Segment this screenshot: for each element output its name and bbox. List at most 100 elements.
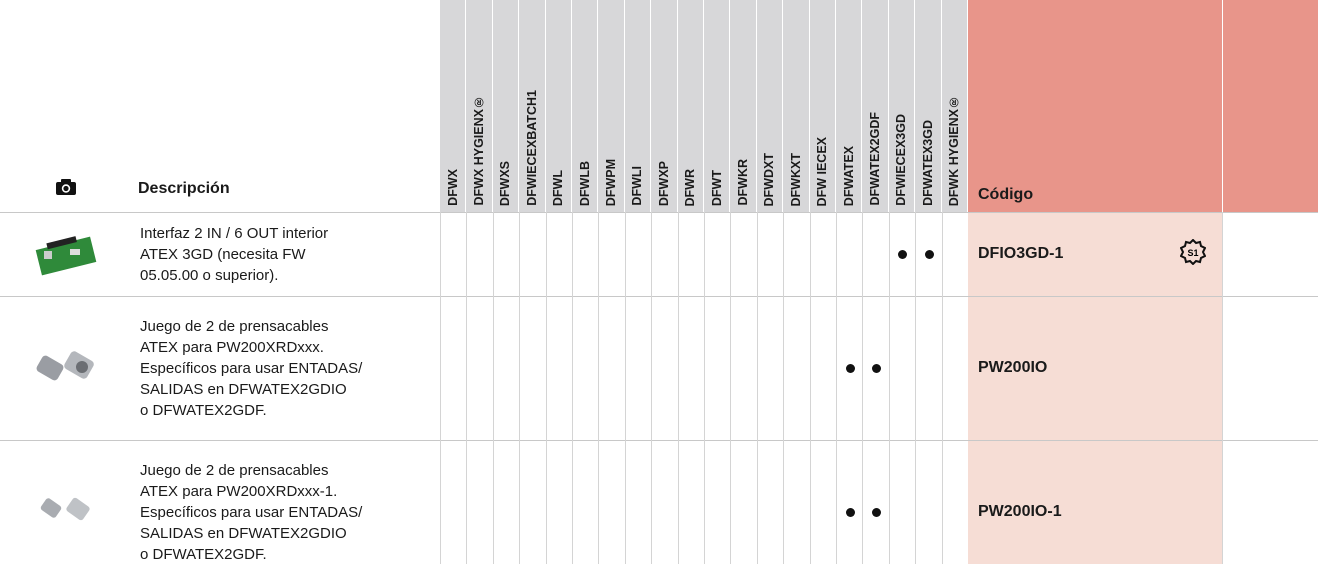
mark-cell: [572, 296, 598, 440]
row-border: [0, 440, 1318, 441]
mark-cell: [624, 440, 651, 564]
code-header-bg: [968, 0, 1222, 212]
description: Juego de 2 de prensacables ATEX para PW20…: [128, 440, 440, 564]
description-line: o DFWATEX2GDF.: [140, 401, 267, 419]
mark-cell: [651, 440, 677, 564]
row-border: [0, 296, 1318, 297]
code-bg: [968, 297, 1222, 440]
mark-cell: [440, 296, 466, 440]
extra-cell: [1222, 440, 1318, 564]
model-label: DFWKR: [736, 159, 751, 206]
model-label: DFWK HYGIENX®: [947, 94, 962, 206]
extra-cell: [1222, 212, 1318, 296]
model-header: DFWXP: [651, 0, 678, 212]
mark-cell: [941, 296, 968, 440]
description: Interfaz 2 IN / 6 OUT interior ATEX 3GD (…: [128, 212, 440, 296]
mark-cell: [756, 440, 783, 564]
extra-header-bg: [1222, 0, 1318, 212]
code-bg: [968, 441, 1222, 564]
compat-dot: [872, 363, 882, 373]
description-line: o DFWATEX2GDF.: [140, 545, 267, 563]
model-label: DFWX: [445, 169, 460, 206]
mark-cell: [730, 440, 756, 564]
mark-cell: [545, 440, 572, 564]
description-line: Específicos para usar ENTADAS/: [140, 503, 363, 521]
mark-cell: [704, 296, 730, 440]
mark-cell: [440, 212, 466, 296]
description-line: SALIDAS en DFWATEX2GDIO: [140, 380, 347, 398]
mark-cell: [651, 296, 677, 440]
model-header: DFWKXT: [783, 0, 810, 212]
model-header: DFWXS: [492, 0, 520, 212]
model-label: DFW IECEX: [815, 136, 830, 206]
description: Juego de 2 de prensacables ATEX para PW20…: [128, 296, 440, 440]
mark-cell: [730, 296, 756, 440]
model-header: DFWX HYGIENX®: [466, 0, 493, 212]
model-header: DFWATEX2GDF: [862, 0, 889, 212]
mark-cell: [466, 296, 492, 440]
description-line: SALIDAS en DFWATEX2GDIO: [140, 524, 347, 542]
model-label: DFWDXT: [762, 152, 777, 206]
description-line: Juego de 2 de prensacables: [140, 461, 329, 479]
mark-cell: [756, 212, 783, 296]
model-header: DFWX: [440, 0, 467, 212]
extra-cell: [1222, 296, 1318, 440]
model-label: DFWXS: [498, 160, 513, 206]
mark-cell: [809, 440, 836, 564]
camera-icon: [56, 179, 76, 195]
mark-cell: [651, 212, 677, 296]
product-image: [35, 236, 97, 276]
mark-cell: [783, 296, 809, 440]
description-line: ATEX para PW200XRDxxx.: [140, 338, 324, 356]
mark-cell: [545, 212, 572, 296]
product-image: [36, 351, 94, 381]
model-label: DFWR: [683, 168, 698, 207]
code: PW200IO-1: [978, 503, 1062, 520]
model-header: DFWKR: [730, 0, 757, 212]
mark-cell: [836, 212, 862, 296]
code-bg: [968, 213, 1222, 296]
description-line: Interfaz 2 IN / 6 OUT interior: [140, 224, 329, 242]
mark-cell: [492, 440, 519, 564]
mark-cell: [862, 212, 888, 296]
compat-dot: [898, 249, 908, 259]
mark-cell: [519, 296, 545, 440]
model-label: DFWLB: [577, 160, 592, 206]
compat-dot: [845, 507, 855, 517]
mark-cell: [730, 212, 756, 296]
mark-cell: [598, 296, 624, 440]
description-line: Juego de 2 de prensacables: [140, 317, 329, 335]
mark-cell: [519, 212, 545, 296]
mark-cell: [888, 212, 915, 296]
row-border: [0, 212, 1318, 213]
model-label: DFWATEX: [841, 145, 856, 206]
mark-cell: [915, 440, 941, 564]
model-label: DFWIECEXBATCH1: [524, 90, 539, 206]
model-header: DFWDXT: [756, 0, 784, 212]
mark-cell: [941, 440, 968, 564]
model-label: DFWATEX3GD: [920, 120, 935, 206]
badge-text: S1: [1187, 248, 1198, 258]
model-header: DFWLI: [624, 0, 652, 212]
mark-cell: [466, 440, 492, 564]
mark-cell: [677, 212, 704, 296]
mark-cell: [677, 440, 704, 564]
model-header: DFWATEX3GD: [915, 0, 942, 212]
mark-cell: [466, 212, 492, 296]
mark-cell: [624, 212, 651, 296]
model-header: DFWT: [704, 0, 731, 212]
code: DFIO3GD-1: [978, 245, 1064, 262]
badge: S1: [1180, 239, 1206, 265]
model-header: DFWR: [677, 0, 704, 212]
model-label: DFWATEX2GDF: [868, 112, 883, 206]
mark-cell: [545, 296, 572, 440]
description-line: Específicos para usar ENTADAS/: [140, 359, 363, 377]
compat-dot: [872, 507, 882, 517]
mark-cell: [598, 212, 624, 296]
model-label: DFWIECEX3GD: [894, 114, 909, 206]
description-line: ATEX para PW200XRDxxx-1.: [140, 482, 338, 500]
mark-cell: [941, 212, 968, 296]
mark-cell: [915, 212, 941, 296]
code: PW200IO: [978, 359, 1048, 376]
